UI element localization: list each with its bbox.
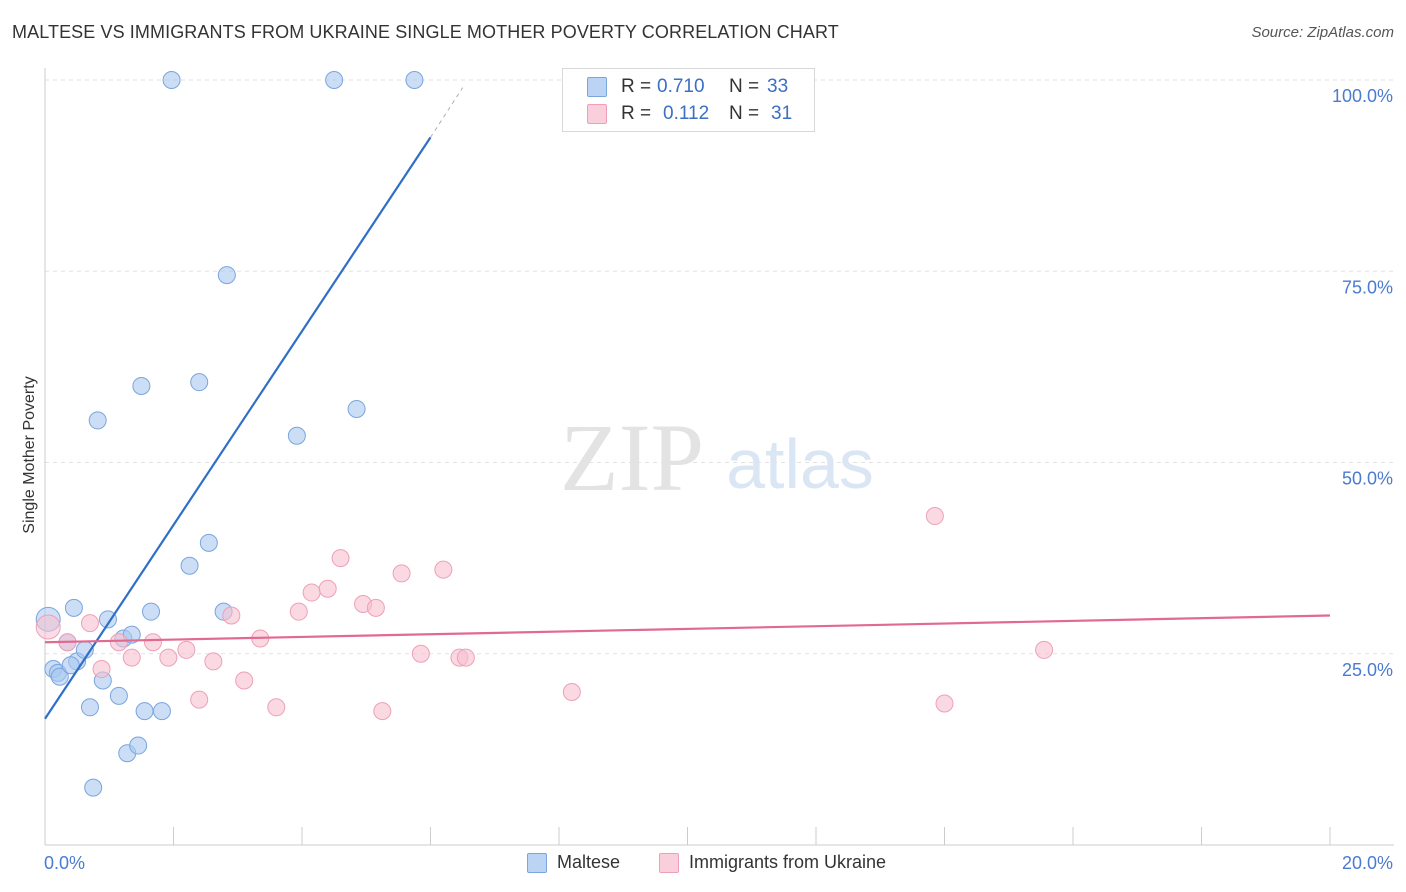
point-maltese xyxy=(129,736,148,755)
point-ukraine xyxy=(177,640,196,659)
legend-n-value: 33 xyxy=(767,76,789,97)
axes xyxy=(44,68,1394,846)
point-ukraine xyxy=(80,614,99,633)
point-ukraine xyxy=(267,698,286,717)
data-points xyxy=(35,71,1054,797)
point-maltese xyxy=(199,533,218,552)
series-legend-maltese[interactable]: Maltese xyxy=(527,852,620,873)
legend-n-value: 31 xyxy=(771,103,793,124)
point-maltese xyxy=(50,667,69,686)
point-ukraine xyxy=(935,694,954,713)
source-label: Source: ZipAtlas.com xyxy=(1251,24,1394,41)
tick-labels: 100.0% 75.0% 50.0% 25.0% 0.0% 20.0% xyxy=(44,86,1393,873)
point-ukraine xyxy=(289,602,308,621)
point-maltese xyxy=(80,698,99,717)
legend-r-label: R = xyxy=(621,103,652,124)
point-ukraine xyxy=(1035,640,1054,659)
series-legend-ukraine[interactable]: Immigrants from Ukraine xyxy=(659,852,886,873)
series-swatch-ukraine xyxy=(659,852,679,873)
point-maltese xyxy=(347,399,366,418)
point-ukraine xyxy=(190,690,209,709)
legend-n-label: N = xyxy=(729,76,760,97)
point-ukraine xyxy=(318,579,337,598)
watermark-atlas: atlas xyxy=(726,425,874,503)
legend-r-value: 0.710 xyxy=(657,76,705,97)
trend-line-maltese xyxy=(44,136,432,720)
chart-title: MALTESE VS IMMIGRANTS FROM UKRAINE SINGL… xyxy=(12,22,839,42)
point-ukraine xyxy=(35,614,61,640)
point-maltese xyxy=(135,702,154,721)
point-maltese xyxy=(98,610,117,629)
point-maltese xyxy=(190,373,209,392)
stats-legend: R = 0.710 N = 33 R = 0.112 N = 31 xyxy=(562,68,815,132)
point-maltese xyxy=(84,778,103,797)
point-maltese xyxy=(325,71,344,89)
point-ukraine xyxy=(925,507,944,526)
legend-r-label: R = xyxy=(621,76,652,97)
point-ukraine xyxy=(456,648,475,667)
point-ukraine xyxy=(302,583,321,602)
x-tick-label: 20.0% xyxy=(1342,853,1393,873)
point-ukraine xyxy=(159,648,178,667)
point-maltese xyxy=(217,266,236,285)
point-ukraine xyxy=(235,671,254,690)
point-maltese xyxy=(180,556,199,575)
trend-line-extension xyxy=(430,87,464,138)
y-tick-label: 25.0% xyxy=(1342,660,1393,680)
y-tick-label: 100.0% xyxy=(1332,86,1393,106)
point-ukraine xyxy=(109,633,128,652)
grid-lines xyxy=(45,79,1394,655)
point-ukraine xyxy=(562,683,581,701)
point-maltese xyxy=(152,702,171,721)
series-legend: Maltese Immigrants from Ukraine xyxy=(0,852,1406,876)
point-ukraine xyxy=(143,633,162,652)
watermark: ZIP atlas xyxy=(560,404,874,511)
point-maltese xyxy=(405,71,424,89)
legend-n-label: N = xyxy=(729,103,760,124)
point-ukraine xyxy=(122,648,141,667)
point-maltese xyxy=(109,686,128,705)
series-name-ukraine: Immigrants from Ukraine xyxy=(689,852,887,872)
point-maltese xyxy=(64,598,83,617)
point-ukraine xyxy=(392,564,411,583)
point-ukraine xyxy=(222,606,241,625)
trend-lines xyxy=(44,87,1331,720)
trend-line-ukraine xyxy=(44,614,1331,644)
point-ukraine xyxy=(331,549,350,568)
point-ukraine xyxy=(366,598,385,617)
y-tick-label: 50.0% xyxy=(1342,469,1393,489)
point-ukraine xyxy=(434,560,453,579)
legend-swatch-ukraine xyxy=(587,104,607,124)
point-ukraine xyxy=(411,644,430,663)
point-ukraine xyxy=(204,652,223,671)
point-maltese xyxy=(88,411,107,430)
point-maltese xyxy=(132,377,151,395)
y-tick-label: 75.0% xyxy=(1342,277,1393,297)
series-name-maltese: Maltese xyxy=(557,852,621,872)
series-swatch-maltese xyxy=(527,852,547,873)
point-maltese xyxy=(287,426,306,445)
point-ukraine xyxy=(373,702,392,721)
point-ukraine xyxy=(92,660,111,679)
legend-swatch-maltese xyxy=(587,77,607,97)
watermark-zip: ZIP xyxy=(560,404,704,511)
point-maltese xyxy=(162,71,181,89)
point-maltese xyxy=(142,602,161,621)
x-tick-label: 0.0% xyxy=(44,853,85,873)
legend-r-value: 0.112 xyxy=(663,103,710,124)
